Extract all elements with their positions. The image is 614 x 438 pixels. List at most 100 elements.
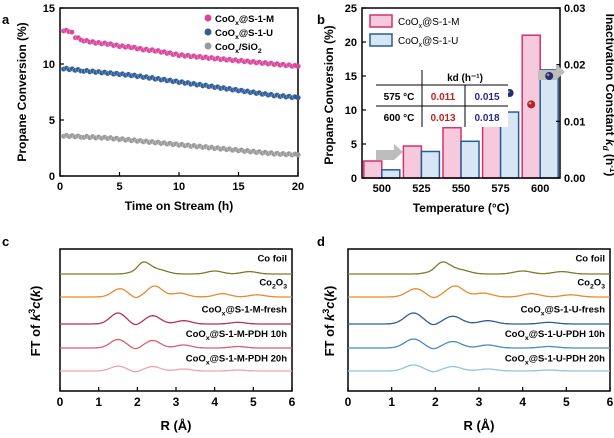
axis-ticks-b: 500 525 550 575 600 0 5 10 15 20 25 0.00 0.01 0.02 0.0… xyxy=(345,3,586,195)
y-tick-label-b-0: 0 xyxy=(351,173,357,185)
axis-ticks-a: 0 5 10 15 20 0 5 10 15 xyxy=(43,3,304,193)
bar-u-525 xyxy=(420,150,441,179)
x-tick-label-3-0: 0 xyxy=(345,395,352,409)
legend-label-m: CoOx@S-1-M xyxy=(398,17,459,30)
x-tick-label-3-6: 6 xyxy=(607,395,614,409)
spectrum-3-2 xyxy=(348,312,610,326)
y2-tick-label-b-0.00: 0.00 xyxy=(564,173,585,185)
spectra-d: Co foil Co2O3 CoOx@S-1-U-fresh CoOx@S-1-U-P… xyxy=(348,254,610,373)
kd-table-temp-2: 600 °C xyxy=(384,113,415,124)
spectra-c: Co foil Co2O3 CoOx@S-1-M-fresh CoOx@S-1-M-P… xyxy=(60,254,292,373)
y-tick-label-a-5: 5 xyxy=(49,115,55,127)
spectrum-2-1 xyxy=(60,285,292,299)
legend-label-a-2: CoOx/SiO2 xyxy=(215,42,262,55)
x-tick-label-3-1: 1 xyxy=(388,395,395,409)
panel-a: 0 5 10 15 20 0 5 10 15 CoOx@S-1-MCoOx@S-1-UCoOx/… xyxy=(15,3,304,213)
x-tick-label-3-3: 3 xyxy=(476,395,483,409)
spectrum-2-3 xyxy=(60,338,292,350)
bar-u-500 xyxy=(381,169,401,179)
bar-u-550 xyxy=(460,140,480,179)
x-axis-label-d: R (Å) xyxy=(463,418,494,433)
x-tick-label-a-15: 15 xyxy=(232,181,244,193)
x-tick-label-b-550: 550 xyxy=(452,183,470,195)
series-label-3-0: Co foil xyxy=(575,254,605,265)
series-label-2-0: Co foil xyxy=(257,254,287,265)
series-label-3-3: CoOx@S-1-U-PDH 10h xyxy=(505,329,605,342)
plot-frame-b xyxy=(361,7,561,179)
x-tick-label-b-525: 525 xyxy=(412,183,430,195)
bar-m-500 xyxy=(363,160,383,179)
x-tick-label-a-20: 20 xyxy=(292,181,304,193)
kd-point-m-shine-600 xyxy=(528,101,532,105)
y-axis-label-b: Propane Conversion (%) xyxy=(322,25,336,164)
arrow-left-icon xyxy=(376,144,403,160)
spectrum-2-2 xyxy=(60,312,292,326)
kd-table-temp-1: 575 °C xyxy=(384,92,415,103)
panel-c: 0 1 2 3 4 5 6 Co foil Co2O3 CoOx@S-1-M-fresh CoOx… xyxy=(27,248,296,433)
y2-tick-label-b-0.03: 0.03 xyxy=(564,3,585,15)
kd-table-header: kd (h⁻¹) xyxy=(447,73,483,84)
kd-table-u-2: 0.018 xyxy=(474,113,499,124)
x-tick-label-a-5: 5 xyxy=(116,181,122,193)
y2-tick-label-b-0.01: 0.01 xyxy=(564,116,585,128)
x-tick-label-a-10: 10 xyxy=(173,181,185,193)
legend-label-a-1: CoOx@S-1-U xyxy=(215,28,273,41)
x-tick-label-2-4: 4 xyxy=(211,395,218,409)
kd-table-m-2: 0.013 xyxy=(430,113,455,124)
y-tick-label-b-5: 5 xyxy=(351,139,357,151)
data-point-a-s1-end xyxy=(295,95,301,101)
panel-letter-d: d xyxy=(317,234,325,249)
y-axis-label-c: FT of k3c(k) xyxy=(27,286,43,357)
x-tick-label-b-500: 500 xyxy=(373,183,391,195)
x-tick-label-2-0: 0 xyxy=(57,395,64,409)
x-tick-label-2-6: 6 xyxy=(289,395,296,409)
x-tick-label-a-0: 0 xyxy=(57,181,63,193)
data-points-a xyxy=(60,27,301,158)
kd-point-m-600 xyxy=(527,100,536,109)
panel-b: 500 525 550 575 600 0 5 10 15 20 25 0.00 0.01 0.02 0.0… xyxy=(322,3,614,215)
legend-swatch-u xyxy=(369,33,393,47)
arrow-right-icon xyxy=(538,64,565,80)
series-label-2-2: CoOx@S-1-M-fresh xyxy=(202,304,288,317)
kd-table-m-1: 0.011 xyxy=(431,92,456,103)
bar-m-525 xyxy=(402,145,423,179)
y-tick-label-b-25: 25 xyxy=(345,3,357,15)
spectrum-3-3 xyxy=(348,338,610,350)
legend-label-u: CoOx@S-1-U xyxy=(398,36,458,49)
x-axis-label-b: Temperature (°C) xyxy=(413,201,510,215)
series-label-3-1: Co2O3 xyxy=(577,277,605,290)
axis-ticks-c: 0 1 2 3 4 5 6 xyxy=(57,387,296,409)
series-label-2-3: CoOx@S-1-M-PDH 10h xyxy=(186,329,287,342)
kd-table-bg xyxy=(376,70,508,127)
x-axis-label-c: R (Å) xyxy=(160,418,191,433)
y-tick-label-b-10: 10 xyxy=(345,105,357,117)
series-label-3-4: CoOx@S-1-U-PDH 20h xyxy=(505,353,605,366)
series-label-2-4: CoOx@S-1-M-PDH 20h xyxy=(186,353,287,366)
axis-ticks-d: 0 1 2 3 4 5 6 xyxy=(345,387,614,409)
y2-axis-label-b: Inactivation Constant kd (h-1) xyxy=(601,14,614,177)
kd-point-u-shine-600 xyxy=(546,73,550,77)
y-axis-label-d: FT of k3c(k) xyxy=(321,286,337,357)
y2-tick-label-b-0.02: 0.02 xyxy=(564,60,585,72)
panel-letter-b: b xyxy=(317,12,325,27)
panel-d: 0 1 2 3 4 5 6 Co foil Co2O3 CoOx@S-1-U-fresh CoOx… xyxy=(321,248,614,433)
legend-marker-a-1 xyxy=(204,28,212,36)
y-axis-label-a: Propane Conversion (%) xyxy=(15,22,29,161)
legend-b: CoOx@S-1-M CoOx@S-1-U xyxy=(369,14,459,49)
panel-letter-a: a xyxy=(2,12,10,27)
series-label-2-1: Co2O3 xyxy=(259,277,287,290)
spectrum-3-0 xyxy=(348,261,610,275)
x-tick-label-3-4: 4 xyxy=(519,395,526,409)
y-tick-label-b-15: 15 xyxy=(345,71,357,83)
bar-u-600 xyxy=(539,69,559,179)
x-tick-label-2-2: 2 xyxy=(134,395,141,409)
spectrum-3-1 xyxy=(348,285,610,299)
legend-marker-a-0 xyxy=(204,14,212,22)
spectrum-3-4 xyxy=(348,364,610,373)
data-point-a-s0-1-0 xyxy=(69,29,75,35)
x-tick-label-2-3: 3 xyxy=(173,395,180,409)
spectrum-2-0 xyxy=(60,261,292,275)
y-tick-label-a-0: 0 xyxy=(49,171,55,183)
